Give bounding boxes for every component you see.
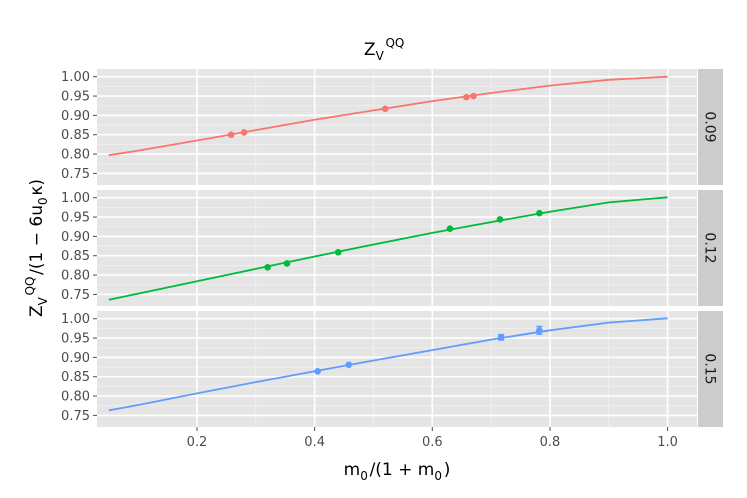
y-tick-label: 0.90 <box>61 109 90 124</box>
data-point <box>536 209 543 217</box>
y-tick-label: 0.95 <box>61 332 90 347</box>
x-axis-title: m0 /(1 + m0 ) <box>344 460 451 483</box>
y-tick-label: 0.90 <box>61 351 90 366</box>
y-tick-label: 0.80 <box>61 390 90 405</box>
y-tick-label: 1.00 <box>61 191 90 206</box>
facet-strip <box>698 190 723 306</box>
facet-strip <box>698 311 723 427</box>
data-point <box>334 248 342 256</box>
data-point <box>463 93 470 101</box>
x-tick-label: 0.4 <box>304 435 325 450</box>
series-line-0.12 <box>108 196 668 301</box>
facet-strip <box>698 69 723 185</box>
data-point <box>345 361 353 369</box>
facet-panel-0.09: 0.75 0.80 0.85 0.90 0.95 1.00 0.09 <box>61 69 723 185</box>
x-tick-label: 0.8 <box>540 435 561 450</box>
facet-strip-label: 0.15 <box>702 353 718 384</box>
data-point <box>314 368 321 375</box>
data-point <box>240 129 248 136</box>
y-tick-label: 0.80 <box>61 269 90 284</box>
facet-strip-label: 0.09 <box>702 111 718 142</box>
x-axis: 0.2 0.4 0.6 0.8 1.0 <box>187 427 678 450</box>
x-tick-label: 1.0 <box>657 435 678 450</box>
data-point <box>381 105 389 113</box>
chart-title: ZV QQ <box>364 36 406 63</box>
y-tick-label: 0.75 <box>61 288 90 303</box>
y-tick-label: 0.80 <box>61 148 90 163</box>
x-tick-label: 0.2 <box>187 435 208 450</box>
y-tick-label: 0.95 <box>61 211 90 226</box>
data-point <box>283 260 291 267</box>
data-point <box>227 131 235 139</box>
facet-panel-0.15: 0.75 0.80 0.85 0.90 0.95 1.00 0.15 <box>61 311 723 427</box>
facet-panels: 0.75 0.80 0.85 0.90 0.95 1.00 0.09 0.75 0.80 0.85… <box>61 69 723 427</box>
y-axis-title: ZV QQ /(1 − 6u0 κ) <box>23 179 50 317</box>
series-line-0.09 <box>108 75 668 157</box>
y-tick-label: 0.85 <box>61 249 90 264</box>
data-point <box>264 264 271 271</box>
series-line-0.15 <box>108 317 668 412</box>
data-point <box>536 327 543 334</box>
facet-panel-0.12: 0.75 0.80 0.85 0.90 0.95 1.00 0.12 <box>61 190 723 306</box>
y-tick-label: 1.00 <box>61 70 90 85</box>
y-tick-label: 1.00 <box>61 312 90 327</box>
data-point <box>470 92 477 100</box>
data-point <box>446 225 454 232</box>
y-tick-label: 0.75 <box>61 409 90 424</box>
y-tick-label: 0.85 <box>61 128 90 143</box>
y-tick-label: 0.95 <box>61 90 90 105</box>
y-tick-label: 0.85 <box>61 370 90 385</box>
y-tick-label: 0.90 <box>61 230 90 245</box>
x-tick-label: 0.6 <box>422 435 443 450</box>
facet-strip-label: 0.12 <box>702 232 718 263</box>
data-point <box>497 333 505 341</box>
y-tick-label: 0.75 <box>61 167 90 182</box>
data-point <box>496 216 504 223</box>
